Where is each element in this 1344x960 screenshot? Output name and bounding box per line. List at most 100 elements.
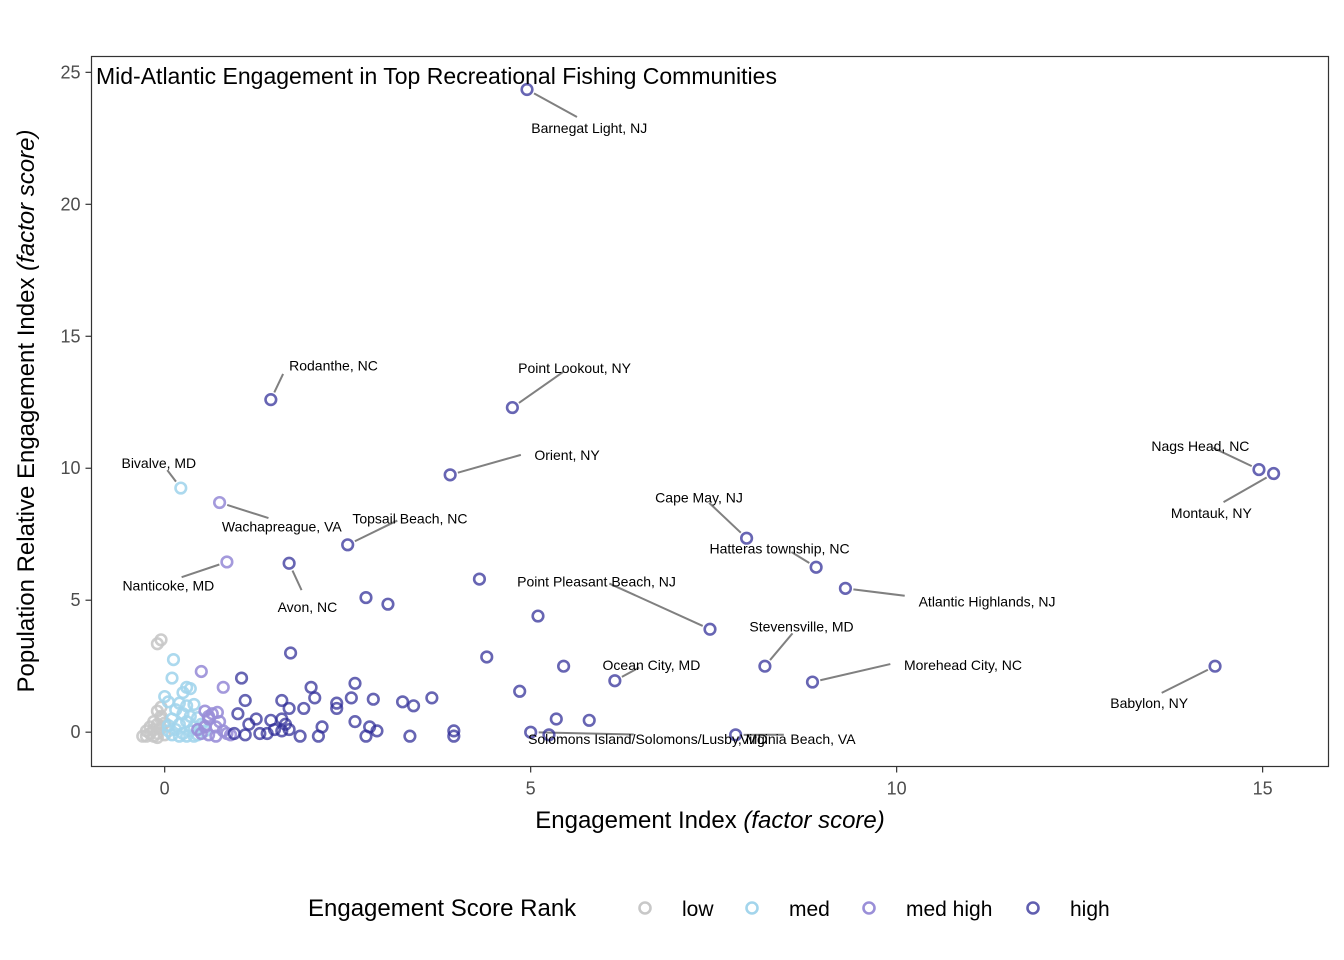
point-label: Solomons Island/Solomons/Lusby, MD — [528, 731, 767, 747]
point-label: Montauk, NY — [1171, 505, 1253, 521]
y-tick-label: 10 — [60, 458, 80, 478]
point-high — [395, 695, 410, 709]
point-high — [330, 696, 344, 710]
labeled-point — [1252, 462, 1266, 477]
leader-line — [790, 551, 810, 564]
leader-line — [226, 504, 269, 520]
labeled-point — [524, 725, 538, 739]
legend-item-med-high: med high — [862, 898, 992, 921]
label-leader-lines — [166, 92, 1268, 736]
x-tick-label: 0 — [160, 779, 170, 799]
x-axis-title-main: Engagement Index — [535, 807, 743, 834]
point-high — [260, 726, 274, 741]
leader-line — [166, 469, 177, 483]
point-high — [447, 724, 461, 738]
point-high — [557, 659, 571, 673]
point-high — [542, 728, 556, 742]
point-high — [253, 726, 267, 741]
labeled-point — [758, 659, 772, 673]
point-high — [282, 701, 296, 716]
leader-line — [608, 582, 704, 627]
point-high — [293, 729, 307, 743]
labeled-point — [443, 468, 457, 482]
point-low — [150, 730, 164, 745]
point-med — [165, 671, 179, 685]
point-low — [150, 637, 164, 651]
leader-line — [291, 570, 303, 591]
point-med — [161, 724, 175, 738]
point-med — [180, 729, 194, 743]
legend-item-low: low — [638, 898, 714, 921]
legend-label-low: low — [682, 898, 714, 921]
point-high — [304, 680, 318, 694]
leader-line — [769, 632, 794, 661]
point-medhigh — [210, 705, 224, 719]
y-axis-ticks: 0 5 10 15 20 25 — [60, 62, 92, 742]
point-label: Topsail Beach, NC — [352, 510, 467, 526]
leader-line — [1223, 476, 1268, 504]
point-high — [447, 729, 461, 743]
point-high — [242, 717, 256, 731]
labeled-point — [520, 82, 534, 97]
labeled-point — [729, 728, 743, 742]
legend-key-med-high — [862, 901, 876, 915]
point-label: Point Pleasant Beach, NJ — [517, 574, 676, 590]
point-label: Nanticoke, MD — [122, 578, 214, 594]
labeled-point — [220, 555, 234, 569]
point-high — [282, 722, 296, 737]
x-tick-label: 5 — [526, 779, 536, 799]
point-label: Babylon, NY — [1110, 695, 1188, 711]
y-axis-title-main: Population Relative Engagement Index — [13, 271, 40, 693]
panel-border — [90, 55, 1330, 768]
point-high — [344, 691, 358, 705]
y-axis-title: Population Relative Engagement Index (fa… — [13, 130, 40, 693]
x-axis-title: Engagement Index (factor score) — [535, 807, 885, 834]
point-label: Orient, NY — [534, 447, 600, 463]
labeled-point — [838, 581, 853, 595]
point-high — [403, 729, 417, 743]
point-label: Morehead City, NC — [904, 657, 1022, 673]
point-label: Stevensville, MD — [749, 619, 853, 635]
point-high — [348, 676, 362, 690]
point-high — [359, 729, 373, 743]
legend-key-high — [1026, 901, 1040, 915]
labeled-point — [341, 538, 355, 552]
point-high — [275, 693, 289, 708]
leader-line — [708, 502, 742, 534]
labeled-point — [174, 481, 188, 495]
point-label: Virginia Beach, VA — [740, 731, 856, 747]
point-high — [330, 701, 344, 716]
point-labels: Barnegat Light, NJ Rodanthe, NC Point Look… — [121, 120, 1252, 747]
y-axis-title-italic: (factor score) — [13, 130, 40, 271]
labeled-point — [505, 400, 519, 415]
point-high — [549, 712, 563, 726]
point-med — [187, 729, 201, 743]
point-label: Wachapreague, VA — [222, 518, 343, 534]
leader-line — [1212, 446, 1253, 468]
legend-label-high: high — [1070, 898, 1110, 921]
point-high — [531, 609, 545, 623]
point-med — [187, 697, 201, 712]
labeled-point — [1267, 466, 1281, 481]
labeled-point — [212, 495, 227, 510]
point-high — [231, 707, 245, 721]
point-high — [480, 650, 494, 664]
point-high — [513, 684, 527, 698]
leader-line — [181, 563, 220, 579]
point-label: Ocean City, MD — [603, 657, 701, 673]
x-axis-title-italic: (factor score) — [743, 807, 884, 834]
legend-item-high: high — [1026, 898, 1110, 921]
point-low — [136, 729, 150, 743]
point-med — [172, 729, 186, 743]
point-high — [359, 590, 373, 605]
point-label: Avon, NC — [278, 599, 338, 615]
data-points — [136, 82, 1281, 745]
point-medhigh — [194, 664, 208, 679]
point-label: Hatteras township, NC — [710, 541, 850, 557]
point-high — [425, 691, 439, 705]
labeled-point — [703, 622, 717, 636]
leader-line — [621, 666, 640, 678]
point-label: Rodanthe, NC — [289, 357, 378, 373]
point-label: Cape May, NJ — [655, 489, 743, 505]
legend-label-med: med — [789, 898, 830, 921]
